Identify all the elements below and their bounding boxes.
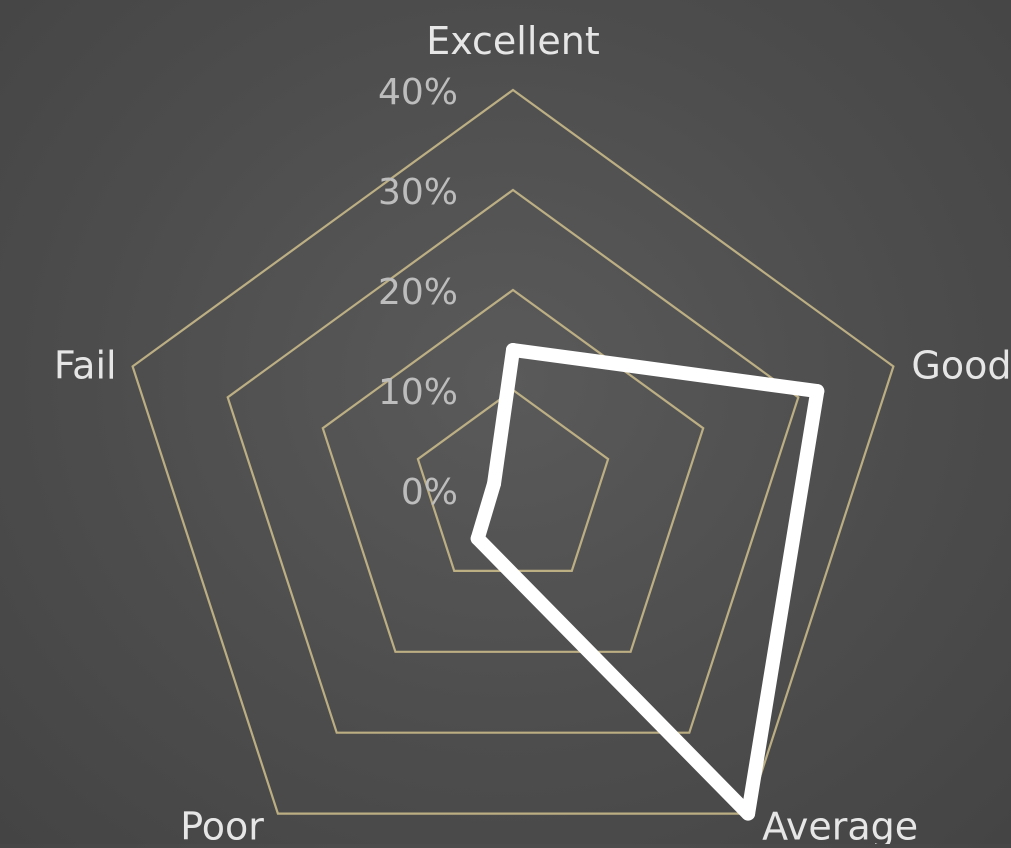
data-point-average [741, 806, 756, 821]
category-label-average: Average [762, 805, 918, 844]
tick-label-2: 20% [378, 272, 458, 313]
tick-label-0: 0% [401, 472, 458, 513]
data-point-good [810, 384, 825, 399]
grid-ring-4 [131, 88, 895, 815]
grid-layer [131, 88, 895, 815]
category-label-layer: Excellent Good Average Poor Fail [54, 19, 1011, 848]
data-point-fail [487, 476, 501, 491]
tick-label-1: 10% [378, 372, 458, 413]
series-layer [470, 343, 825, 821]
tick-label-layer: 0% 10% 20% 30% 40% [378, 72, 458, 513]
grid-ring-3 [226, 188, 800, 734]
category-label-poor: Poor [180, 805, 264, 844]
category-label-excellent: Excellent [426, 19, 600, 63]
series-line-0 [470, 343, 825, 821]
category-label-good: Good [911, 343, 1011, 387]
data-point-poor [470, 531, 485, 546]
data-point-excellent [506, 343, 520, 357]
tick-label-4: 40% [378, 72, 458, 113]
grid-ring-2 [321, 288, 705, 653]
tick-label-3: 30% [378, 172, 458, 213]
category-label-fail: Fail [54, 343, 117, 387]
